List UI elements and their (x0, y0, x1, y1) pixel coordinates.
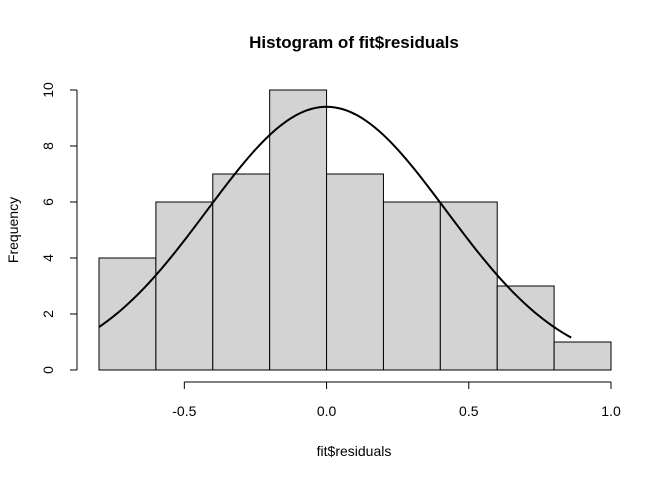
histogram-bar (439, 201, 498, 371)
y-axis-label: Frequency (5, 197, 21, 263)
histogram-bar (496, 285, 555, 371)
y-tick-label: 2 (40, 310, 56, 318)
histogram-bar (382, 201, 441, 371)
histogram-bar (553, 341, 612, 371)
x-tick-label: 0.5 (459, 403, 479, 419)
x-axis: -0.5 0.0 0.5 1.0 (172, 381, 621, 419)
y-tick-label: 4 (40, 254, 56, 262)
x-tick-label: 0.0 (317, 403, 337, 419)
histogram-bar (212, 173, 271, 371)
y-tick-label: 8 (40, 142, 56, 150)
density-curve-layer (98, 105, 572, 339)
y-tick-label: 0 (40, 366, 56, 374)
histogram-bar (326, 173, 384, 371)
x-tick-label: 1.0 (601, 403, 621, 419)
y-axis: 0 2 4 6 8 10 (40, 82, 78, 374)
normal-density-curve (98, 105, 572, 339)
histogram-bars (98, 89, 612, 371)
x-axis-label: fit$residuals (317, 443, 392, 459)
y-tick-label: 10 (40, 82, 56, 98)
histogram-bar (98, 257, 157, 371)
histogram-bar (155, 201, 214, 371)
histogram-bar (269, 89, 328, 371)
chart-title: Histogram of fit$residuals (249, 33, 459, 52)
x-tick-label: -0.5 (172, 403, 196, 419)
y-tick-label: 6 (40, 198, 56, 206)
